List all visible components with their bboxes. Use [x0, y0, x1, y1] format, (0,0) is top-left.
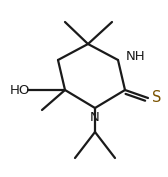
Text: N: N [90, 111, 100, 124]
Text: S: S [152, 90, 161, 105]
Text: NH: NH [126, 50, 146, 64]
Text: HO: HO [10, 84, 30, 96]
